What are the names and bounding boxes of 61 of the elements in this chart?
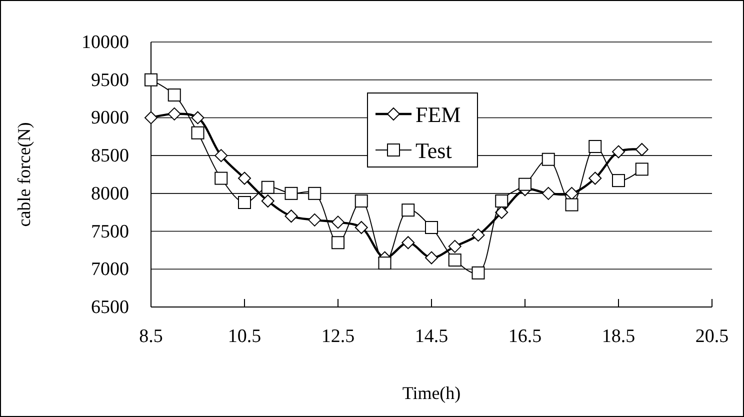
point [238, 196, 251, 210]
point [402, 204, 415, 217]
point [402, 236, 415, 250]
point [542, 186, 555, 200]
point [518, 178, 532, 191]
legend-label: FEM [416, 102, 461, 127]
y-tick-label: 7500 [91, 221, 129, 242]
y-tick-label: 6500 [91, 297, 129, 318]
point [472, 228, 485, 242]
y-tick-label: 8500 [91, 146, 129, 167]
point [588, 172, 602, 185]
point [472, 266, 485, 280]
point [542, 152, 555, 166]
point [332, 236, 344, 250]
legend-label: Test [416, 138, 452, 163]
point [214, 172, 228, 185]
point [565, 186, 578, 200]
point [565, 198, 578, 212]
x-tick-label: 18.5 [602, 326, 636, 347]
point [191, 126, 204, 140]
point [425, 221, 438, 234]
point [308, 213, 322, 226]
point [354, 194, 368, 208]
point [308, 186, 322, 200]
point [425, 251, 438, 264]
y-axis-title: cable force(N) [14, 122, 34, 227]
point [332, 216, 344, 229]
point [261, 194, 274, 208]
x-axis-title: Time(h) [402, 383, 461, 403]
point [635, 143, 648, 156]
point [261, 180, 274, 194]
point [144, 73, 158, 86]
x-tick-label: 16.5 [508, 326, 542, 347]
point [612, 174, 625, 188]
x-tick-label: 20.5 [695, 326, 729, 347]
point [588, 140, 602, 153]
y-tick-label: 10000 [82, 32, 129, 53]
point [168, 88, 181, 102]
x-tick-label: 10.5 [228, 326, 262, 347]
point [448, 240, 462, 253]
point [144, 111, 158, 124]
point [495, 194, 508, 208]
point [612, 145, 625, 158]
point [635, 162, 648, 176]
point [495, 206, 508, 219]
point [284, 186, 298, 200]
x-tick-label: 12.5 [321, 326, 355, 347]
x-tick-label: 8.5 [139, 326, 163, 347]
point [448, 254, 462, 267]
y-tick-label: 9500 [91, 70, 129, 91]
y-tick-label: 8000 [91, 183, 129, 204]
point [354, 221, 368, 234]
point [284, 210, 298, 223]
y-tick-label: 7000 [91, 259, 129, 280]
point [214, 149, 228, 162]
x-tick-label: 14.5 [414, 326, 448, 347]
point [191, 111, 204, 124]
y-tick-label: 9000 [91, 108, 129, 129]
point [168, 107, 181, 120]
point [378, 256, 392, 270]
point [238, 172, 251, 185]
